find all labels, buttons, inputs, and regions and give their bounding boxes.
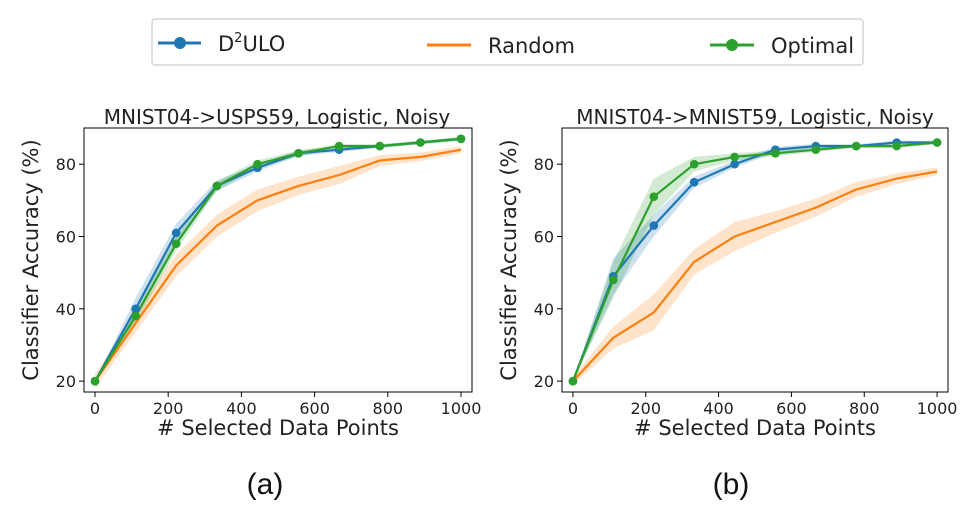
x-axis-label: # Selected Data Points <box>157 416 399 440</box>
x-tick-label: 200 <box>630 399 661 418</box>
legend: D2ULO Random Optimal <box>151 18 864 66</box>
x-tick-label: 200 <box>153 399 184 418</box>
y-axis-label: Classifier Accuracy (%) <box>497 139 521 380</box>
band-optimal <box>95 137 461 382</box>
x-tick-label: 0 <box>568 399 578 418</box>
data-point-optimal <box>131 311 140 321</box>
series-line-random <box>94 148 462 382</box>
series-line-d2ulo <box>571 141 938 382</box>
data-point-d2ulo <box>689 177 699 187</box>
data-point-optimal <box>568 376 578 386</box>
x-tick-label: 800 <box>849 399 880 418</box>
data-point-optimal <box>334 141 344 151</box>
series-line-optimal <box>94 137 462 382</box>
panel-caption: (b) <box>713 468 750 501</box>
data-point-d2ulo <box>131 304 140 314</box>
data-point-optimal <box>689 159 699 169</box>
band-random <box>572 167 938 385</box>
y-tick-label: 40 <box>56 300 76 319</box>
band-optimal <box>572 140 938 382</box>
legend-label-d2ulo-base: D <box>218 32 234 56</box>
data-point-optimal <box>609 275 618 285</box>
y-tick-label: 60 <box>534 227 554 246</box>
panel-a: MNIST04->USPS59, Logistic, Noisy 0 200 400 6… <box>19 105 481 501</box>
data-point-optimal <box>851 141 861 151</box>
x-tick-label: 0 <box>90 399 100 418</box>
data-point-optimal <box>90 376 100 386</box>
legend-marker-optimal <box>726 39 738 51</box>
data-point-d2ulo <box>171 228 181 238</box>
data-point-optimal <box>375 141 385 151</box>
data-point-optimal <box>892 141 901 151</box>
data-point-optimal <box>649 192 659 201</box>
y-tick-label: 20 <box>534 372 554 391</box>
plot-frame <box>561 127 949 393</box>
data-point-optimal <box>771 149 780 158</box>
legend-frame <box>151 18 864 66</box>
legend-label-random: Random <box>488 34 575 58</box>
series-line-optimal <box>571 141 938 382</box>
legend-entry-d2ulo: D2ULO <box>158 31 285 56</box>
data-point-optimal <box>811 145 821 154</box>
data-point-optimal <box>294 149 303 158</box>
x-tick-label: 1000 <box>917 399 958 418</box>
legend-label-d2ulo-rest: ULO <box>242 32 285 56</box>
data-point-optimal <box>932 138 942 147</box>
band-d2ulo <box>95 137 461 382</box>
x-tick-label: 600 <box>776 399 807 418</box>
data-point-d2ulo <box>649 221 659 230</box>
data-point-optimal <box>416 138 425 147</box>
y-tick-label: 20 <box>56 372 76 391</box>
data-point-optimal <box>171 239 181 248</box>
x-axis-label: # Selected Data Points <box>634 416 876 440</box>
series-line-d2ulo <box>94 137 462 382</box>
data-point-optimal <box>456 134 466 144</box>
y-axis-label: Classifier Accuracy (%) <box>19 139 43 380</box>
plot-frame <box>83 127 473 393</box>
y-tick-label: 40 <box>534 300 554 319</box>
legend-label-d2ulo: D2ULO <box>218 31 285 56</box>
data-point-optimal <box>253 159 262 169</box>
y-tick-label: 80 <box>534 155 554 174</box>
series-line-random <box>572 170 938 382</box>
band-random <box>95 146 461 389</box>
panel-caption: (a) <box>247 468 284 501</box>
legend-entry-optimal: Optimal <box>710 34 854 58</box>
chart-title: MNIST04->USPS59, Logistic, Noisy <box>104 105 451 129</box>
panel-b: MNIST04->MNIST59, Logistic, Noisy 0 200 400… <box>497 105 957 501</box>
data-point-optimal <box>212 181 222 191</box>
x-tick-label: 800 <box>373 399 404 418</box>
chart-title: MNIST04->MNIST59, Logistic, Noisy <box>576 105 934 129</box>
legend-label-optimal: Optimal <box>771 34 854 58</box>
y-tick-label: 60 <box>56 227 76 246</box>
x-tick-label: 400 <box>226 399 257 418</box>
legend-entry-random: Random <box>427 34 575 58</box>
x-tick-label: 400 <box>703 399 734 418</box>
data-point-d2ulo <box>730 159 739 169</box>
y-tick-label: 80 <box>56 155 76 174</box>
legend-marker-d2ulo <box>174 37 186 49</box>
data-point-optimal <box>730 152 739 162</box>
x-tick-label: 1000 <box>441 399 482 418</box>
x-tick-label: 600 <box>299 399 330 418</box>
legend-label-d2ulo-sup: 2 <box>234 31 242 46</box>
